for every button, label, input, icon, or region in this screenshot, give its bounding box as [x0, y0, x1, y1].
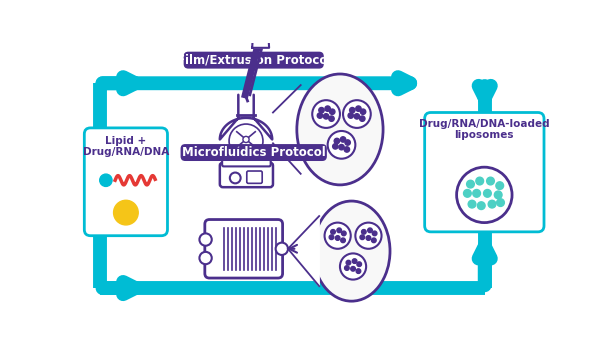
Circle shape	[468, 200, 476, 208]
Circle shape	[230, 172, 241, 183]
Circle shape	[346, 260, 351, 265]
Circle shape	[199, 252, 211, 264]
Circle shape	[494, 191, 502, 199]
FancyBboxPatch shape	[181, 144, 327, 161]
Circle shape	[344, 147, 349, 152]
Circle shape	[463, 189, 471, 197]
Circle shape	[488, 200, 496, 208]
FancyBboxPatch shape	[85, 128, 167, 236]
Circle shape	[341, 238, 345, 243]
Circle shape	[354, 114, 360, 119]
Circle shape	[343, 100, 371, 128]
Circle shape	[312, 100, 340, 128]
Text: Film/Extrusion Protocol: Film/Extrusion Protocol	[177, 54, 331, 67]
Ellipse shape	[297, 74, 383, 185]
Circle shape	[340, 137, 346, 142]
Circle shape	[351, 266, 356, 271]
Circle shape	[100, 174, 112, 186]
Circle shape	[356, 222, 381, 249]
Circle shape	[318, 113, 322, 118]
Circle shape	[476, 177, 484, 185]
Circle shape	[362, 230, 366, 234]
Circle shape	[335, 236, 340, 240]
Circle shape	[366, 236, 371, 240]
Circle shape	[327, 131, 356, 159]
Circle shape	[329, 235, 334, 239]
Circle shape	[113, 200, 138, 225]
Circle shape	[333, 144, 338, 149]
Circle shape	[360, 235, 365, 239]
Circle shape	[340, 253, 366, 280]
Circle shape	[324, 222, 351, 249]
Circle shape	[337, 228, 341, 233]
Circle shape	[466, 180, 474, 188]
Circle shape	[199, 233, 211, 246]
Circle shape	[330, 109, 335, 114]
FancyBboxPatch shape	[184, 52, 324, 69]
Polygon shape	[252, 22, 269, 48]
Text: Lipid +
Drug/RNA/DNA: Lipid + Drug/RNA/DNA	[83, 136, 169, 157]
Circle shape	[371, 238, 376, 243]
Circle shape	[325, 106, 330, 111]
Circle shape	[478, 202, 485, 210]
Circle shape	[324, 114, 329, 119]
Circle shape	[457, 167, 512, 222]
FancyBboxPatch shape	[205, 220, 283, 278]
FancyBboxPatch shape	[220, 163, 273, 187]
Circle shape	[329, 116, 334, 121]
Circle shape	[348, 113, 354, 118]
Polygon shape	[288, 216, 319, 286]
Circle shape	[360, 109, 366, 114]
Ellipse shape	[313, 201, 390, 301]
Circle shape	[334, 138, 340, 144]
FancyBboxPatch shape	[425, 112, 544, 232]
Circle shape	[331, 230, 335, 234]
Circle shape	[372, 231, 377, 236]
Circle shape	[243, 136, 249, 143]
FancyBboxPatch shape	[222, 159, 271, 166]
Circle shape	[276, 243, 288, 255]
Circle shape	[360, 116, 365, 121]
Circle shape	[339, 144, 344, 150]
Circle shape	[496, 182, 504, 189]
Polygon shape	[220, 95, 272, 139]
Circle shape	[345, 266, 349, 270]
Circle shape	[487, 177, 494, 185]
Circle shape	[345, 140, 351, 145]
Text: Microfluidics Protocol: Microfluidics Protocol	[182, 146, 326, 159]
Circle shape	[484, 189, 491, 197]
Text: Drug/RNA/DNA-loaded
liposomes: Drug/RNA/DNA-loaded liposomes	[419, 119, 550, 140]
Circle shape	[349, 108, 355, 113]
FancyBboxPatch shape	[247, 171, 262, 183]
Circle shape	[497, 199, 504, 206]
Circle shape	[356, 269, 360, 274]
Circle shape	[368, 228, 372, 233]
Circle shape	[356, 106, 361, 111]
Circle shape	[319, 108, 324, 113]
Circle shape	[473, 189, 481, 197]
Circle shape	[357, 262, 362, 266]
Circle shape	[352, 259, 357, 264]
Circle shape	[341, 231, 346, 236]
